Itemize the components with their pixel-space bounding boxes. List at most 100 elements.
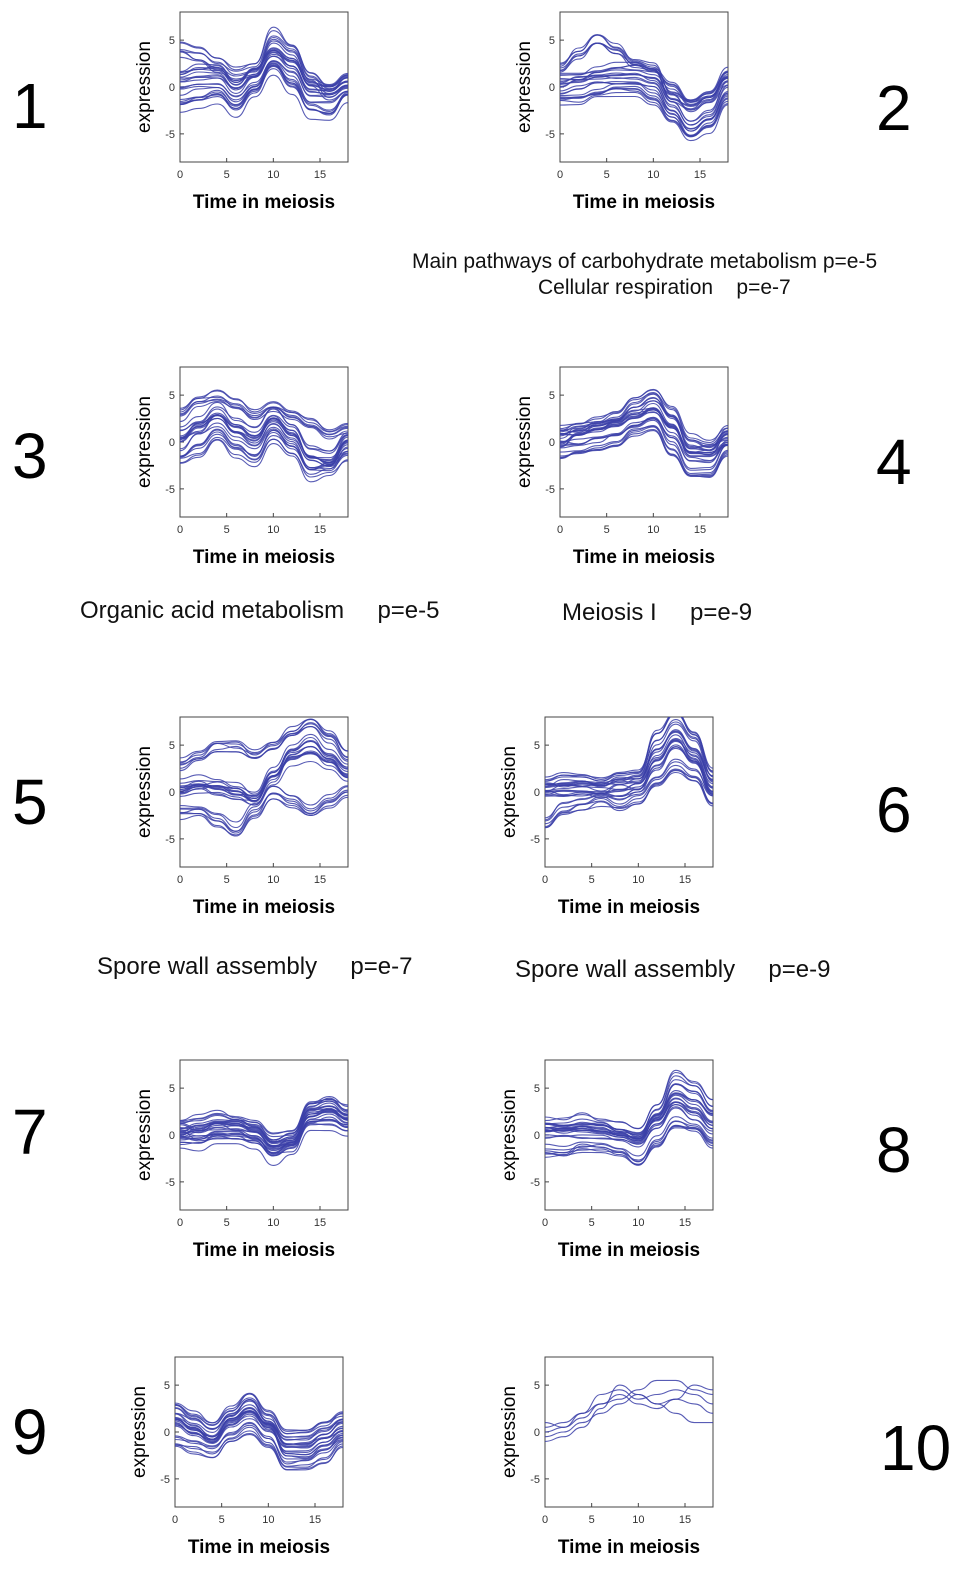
y-axis-label: expression [129, 1386, 150, 1478]
series-line [560, 429, 728, 477]
panel-number-9: 9 [12, 1396, 48, 1468]
y-tick-label: 5 [534, 740, 540, 752]
series-line [180, 26, 348, 88]
x-tick-label: 5 [589, 1514, 595, 1526]
series-line [180, 390, 348, 431]
y-tick-label: 5 [534, 1380, 540, 1392]
series-line [175, 1408, 343, 1456]
series-line [175, 1434, 343, 1471]
series-line [180, 436, 348, 475]
chart-panel-3: 0 5 10 15 5 0 -5 Time in meiosis expression [130, 355, 370, 580]
x-tick-label: 15 [679, 874, 691, 886]
y-tick-label: -5 [545, 129, 555, 141]
series-line [545, 739, 713, 796]
panel-number-5: 5 [12, 766, 48, 838]
caption-panel-6: Spore wall assembly p=e-9 [515, 956, 831, 983]
y-tick-label: -5 [530, 1177, 540, 1189]
y-tick-label: 5 [169, 390, 175, 402]
panel-number-1: 1 [12, 70, 48, 142]
x-tick-label: 15 [679, 1217, 691, 1229]
series-line [180, 439, 348, 483]
series-line [545, 1125, 713, 1166]
series-line [560, 393, 728, 445]
series-line [545, 758, 713, 821]
series-line [560, 82, 728, 130]
series-group [175, 1392, 343, 1471]
series-line [560, 418, 728, 469]
plot-frame [544, 1356, 714, 1508]
series-line [180, 426, 348, 472]
y-tick-label: 0 [169, 82, 175, 94]
series-line [180, 55, 348, 96]
x-tick-label: 5 [604, 524, 610, 536]
series-line [175, 1421, 343, 1463]
y-tick-label: 0 [169, 1130, 175, 1142]
series-line [175, 1433, 343, 1471]
y-tick-label: 0 [549, 82, 555, 94]
series-line [545, 1092, 713, 1138]
series-line [180, 74, 348, 121]
x-tick-label: 10 [267, 874, 279, 886]
x-tick-label: 5 [224, 169, 230, 181]
y-tick-label: -5 [530, 1474, 540, 1486]
series-line [180, 395, 348, 435]
series-line [560, 419, 728, 471]
chart-6-svg: 0 5 10 15 5 0 -5 Time in meiosis expression [499, 716, 714, 918]
y-axis-label: expression [514, 396, 535, 488]
x-tick-label: 5 [589, 874, 595, 886]
series-line [175, 1424, 343, 1460]
series-line [560, 87, 728, 137]
chart-1-svg: 0 5 10 15 5 0 -5 Time in meiosis expression [134, 11, 349, 213]
chart-9-svg: 0 5 10 15 5 0 -5 Time in meiosis expression [129, 1356, 344, 1558]
series-line [180, 740, 348, 797]
series-line [180, 431, 348, 470]
chart-5-svg: 0 5 10 15 5 0 -5 Time in meiosis expression [134, 716, 349, 918]
x-axis-label: Time in meiosis [193, 897, 335, 918]
series-line [560, 425, 728, 475]
y-tick-label: 5 [169, 1083, 175, 1095]
x-tick-label: 0 [172, 1514, 178, 1526]
series-group [545, 717, 713, 829]
series-line [545, 723, 713, 792]
series-line [560, 64, 728, 103]
y-tick-label: 0 [169, 437, 175, 449]
chart-3-svg: 0 5 10 15 5 0 -5 Time in meiosis expression [134, 366, 349, 568]
chart-2-svg: 0 5 10 15 5 0 -5 Time in meiosis expression [514, 11, 729, 213]
series-line [180, 398, 348, 436]
caption-panel-5: Spore wall assembly p=e-7 [97, 953, 413, 980]
series-line [180, 722, 348, 765]
series-line [175, 1400, 343, 1445]
series-line [180, 1110, 348, 1154]
x-tick-label: 0 [557, 524, 563, 536]
x-tick-label: 10 [647, 524, 659, 536]
x-axis-label: Time in meiosis [193, 547, 335, 568]
x-tick-label: 0 [177, 524, 183, 536]
x-tick-label: 5 [589, 1217, 595, 1229]
x-axis-label: Time in meiosis [573, 192, 715, 213]
y-tick-label: -5 [165, 484, 175, 496]
series-line [175, 1404, 343, 1447]
series-line [180, 65, 348, 115]
x-axis-label: Time in meiosis [193, 192, 335, 213]
x-tick-label: 15 [309, 1514, 321, 1526]
chart-10-svg: 0 5 10 15 5 0 -5 Time in meiosis expression [499, 1356, 714, 1558]
panel-number-4: 4 [876, 426, 912, 498]
y-tick-label: 0 [534, 787, 540, 799]
series-line [545, 1379, 713, 1428]
series-line [560, 400, 728, 449]
series-line [180, 1098, 348, 1142]
x-axis-label: Time in meiosis [558, 1240, 700, 1261]
series-line [180, 414, 348, 465]
series-line [560, 389, 728, 441]
series-line [175, 1393, 343, 1432]
series-line [180, 1113, 348, 1154]
x-tick-label: 15 [314, 874, 326, 886]
x-tick-label: 10 [262, 1514, 274, 1526]
x-tick-label: 10 [632, 1514, 644, 1526]
x-tick-label: 5 [604, 169, 610, 181]
x-axis-label: Time in meiosis [573, 547, 715, 568]
x-tick-label: 0 [542, 874, 548, 886]
y-axis-label: expression [134, 41, 155, 133]
series-line [175, 1413, 343, 1458]
series-group [545, 1069, 713, 1166]
